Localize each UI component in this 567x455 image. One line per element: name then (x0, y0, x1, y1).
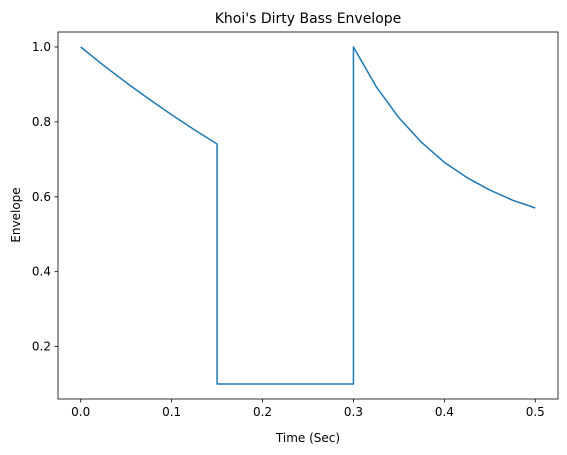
plot-lines (81, 47, 536, 384)
x-tick-label: 0.0 (71, 405, 90, 419)
chart-title: Khoi's Dirty Bass Envelope (215, 11, 402, 27)
y-tick-label: 1.0 (32, 40, 51, 54)
x-axis: 0.0 0.1 0.2 0.3 0.4 0.5 (71, 399, 545, 419)
y-axis: 0.2 0.4 0.6 0.8 1.0 (32, 40, 58, 354)
x-tick-label: 0.5 (526, 405, 545, 419)
x-tick-label: 0.1 (162, 405, 181, 419)
x-axis-label: Time (Sec) (275, 431, 340, 445)
series-line (81, 47, 536, 384)
x-tick-label: 0.4 (435, 405, 454, 419)
y-axis-label: Envelope (9, 187, 23, 242)
y-tick-label: 0.6 (32, 190, 51, 204)
y-tick-label: 0.8 (32, 115, 51, 129)
x-tick-label: 0.2 (253, 405, 272, 419)
y-tick-label: 0.2 (32, 340, 51, 354)
y-tick-label: 0.4 (32, 265, 51, 279)
x-tick-label: 0.3 (344, 405, 363, 419)
